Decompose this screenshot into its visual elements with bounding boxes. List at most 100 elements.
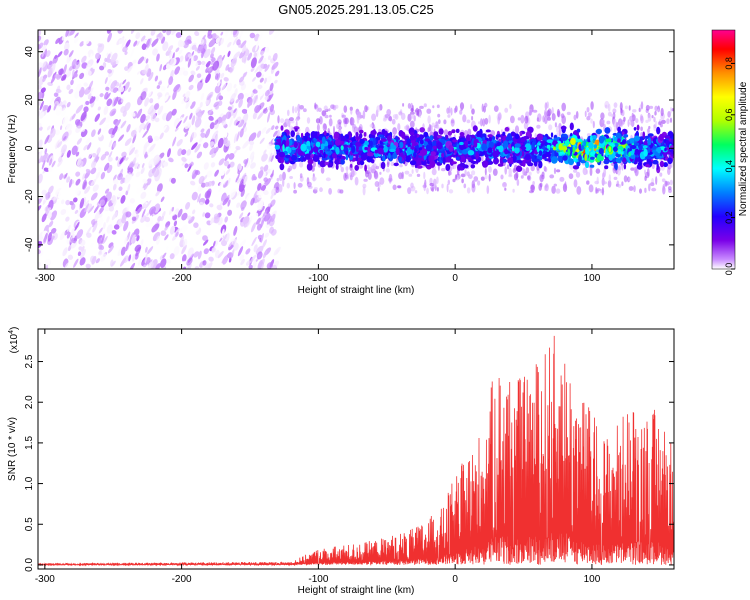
spectrogram-band-blob <box>436 135 443 139</box>
spectrogram-blob <box>238 50 246 59</box>
snr-x-tick-label: -300 <box>35 574 55 585</box>
spectrogram-blob <box>188 216 195 224</box>
spectrogram-blob <box>258 190 264 199</box>
spectrogram-band-blob <box>595 128 603 135</box>
spectrogram-blob <box>80 111 87 122</box>
spectrogram-band-blob <box>333 131 340 139</box>
spectrogram-band-blob <box>382 145 389 153</box>
spectrogram-band-blob <box>642 131 646 139</box>
spectrogram-halo <box>585 169 588 175</box>
spectrogram-blob <box>205 262 213 269</box>
spectrogram-blob <box>43 167 50 172</box>
spectrogram-halo <box>516 179 520 186</box>
spectrogram-halo <box>345 175 349 180</box>
spectrogram-halo <box>344 117 349 125</box>
spectrogram-halo <box>328 108 331 112</box>
spectrogram-blob <box>157 215 162 222</box>
spectrogram-blob <box>79 257 86 266</box>
spectrogram-band-blob <box>324 161 329 166</box>
snr-frame <box>37 328 675 570</box>
spectrogram-halo <box>459 109 463 115</box>
spectrogram-halo <box>337 119 342 125</box>
spectrogram-blob <box>272 52 278 62</box>
spectrogram-blob <box>202 235 208 242</box>
spectrogram-halo <box>648 183 651 192</box>
spectrogram-blob <box>70 79 74 86</box>
spectrogram-band-blob <box>623 134 629 138</box>
spectrogram-blob <box>136 40 140 46</box>
spectrogram-halo <box>429 182 435 187</box>
spectrogram-band-blob <box>313 138 318 143</box>
spectrogram-blob <box>156 160 164 169</box>
spectrogram-blob <box>55 37 61 45</box>
spectrogram-blob <box>64 261 71 269</box>
spectrogram-blob <box>75 187 80 195</box>
spectrogram-blob <box>181 149 187 156</box>
spectrogram-blob <box>90 192 98 201</box>
spectrogram-band-blob <box>425 144 433 152</box>
spectrogram-blob <box>245 248 251 255</box>
spectrogram-blob <box>41 213 47 223</box>
spectrogram-blob <box>262 250 268 259</box>
spectrogram-halo <box>313 187 318 191</box>
spectrogram-halo <box>289 176 293 179</box>
spectrogram-blob <box>57 51 63 58</box>
spectrogram-halo <box>390 161 395 167</box>
spectrogram-blob <box>103 105 109 116</box>
spectrogram-blob <box>144 252 148 264</box>
spectrogram-blob <box>275 70 280 77</box>
spectrogram-band-blob <box>592 135 597 140</box>
spectrogram-blob <box>219 200 224 207</box>
spectrogram-blob <box>104 76 108 85</box>
spectrogram-halo <box>659 172 663 177</box>
snr-multiplier-base: (x10 <box>9 333 20 353</box>
spectrogram-band-blob <box>340 135 346 143</box>
spectrogram-blob <box>259 137 265 144</box>
spectrogram-y-tick-label: 40 <box>24 46 35 58</box>
spectrogram-blob <box>107 68 112 74</box>
spectrogram-blob <box>97 128 102 135</box>
spectrogram-blob <box>203 248 209 255</box>
spectrogram-halo <box>587 112 593 117</box>
spectrogram-blob <box>99 30 103 34</box>
spectrogram-y-label: Frequency (Hz) <box>7 115 18 184</box>
spectrogram-blob <box>210 60 214 65</box>
spectrogram-halo <box>464 169 467 177</box>
spectrogram-blob <box>125 211 132 218</box>
spectrogram-halo <box>428 123 432 132</box>
spectrogram-band-blob <box>406 138 412 145</box>
spectrogram-blob <box>78 160 84 168</box>
spectrogram-blob <box>44 148 48 155</box>
spectrogram-band-blob <box>608 146 612 153</box>
spectrogram-band-blob <box>671 138 674 144</box>
spectrogram-blob <box>216 204 223 211</box>
spectrogram-band-blob <box>575 145 578 149</box>
spectrogram-blob <box>49 158 53 166</box>
spectrogram-blob <box>157 92 163 98</box>
svg-text:(x104): (x104) <box>8 327 20 354</box>
spectrogram-blob <box>58 156 63 163</box>
spectrogram-blob <box>136 162 142 172</box>
spectrogram-blob <box>112 87 118 93</box>
spectrogram-blob <box>95 171 100 180</box>
spectrogram-blob <box>191 115 196 126</box>
spectrogram-halo <box>306 181 312 188</box>
spectrogram-blob <box>125 241 130 252</box>
spectrogram-band-blob <box>323 130 327 136</box>
spectrogram-blob <box>84 186 91 194</box>
spectrogram-blob <box>221 228 225 239</box>
spectrogram-blob <box>172 136 177 147</box>
spectrogram-x-tick-label: 0 <box>452 273 458 284</box>
spectrogram-blob <box>89 53 93 60</box>
spectrogram-band-blob <box>514 146 520 154</box>
spectrogram-band-blob <box>285 139 290 147</box>
spectrogram-blob <box>266 262 274 269</box>
spectrogram-band-blob <box>312 155 320 162</box>
spectrogram-halo <box>504 107 509 113</box>
spectrogram-blob <box>271 229 277 236</box>
spectrogram-halo <box>650 182 655 187</box>
spectrogram-band-blob <box>533 158 541 162</box>
spectrogram-blob <box>91 255 97 265</box>
spectrogram-band-blob <box>291 154 297 161</box>
spectrogram-halo <box>601 187 605 196</box>
